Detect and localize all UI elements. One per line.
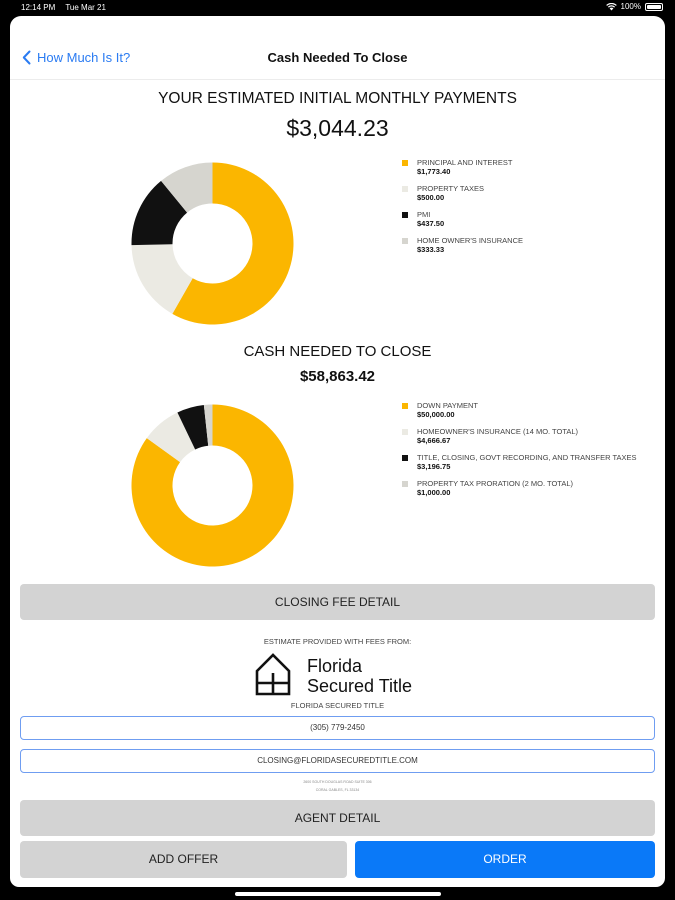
cash-legend-swatch <box>402 455 408 461</box>
home-indicator <box>235 892 441 896</box>
cash-to-close-total: $58,863.42 <box>299 368 376 385</box>
navigation-bar: How Much Is It? Cash Needed To Close <box>10 16 665 80</box>
monthly-slice-property-taxes <box>131 244 193 314</box>
chevron-left-icon <box>22 50 31 65</box>
cash-legend-item: DOWN PAYMENT $50,000.00 <box>402 401 652 419</box>
cash-to-close-donut-chart <box>131 404 294 567</box>
battery-percent: 100% <box>620 2 641 11</box>
monthly-legend-swatch <box>402 160 408 166</box>
cash-legend-value: $4,666.67 <box>417 436 451 445</box>
provider-address-line-1: 2600 SOUTH DOUGLAS ROAD SUITE 306 <box>303 780 372 784</box>
cash-legend-label: DOWN PAYMENT <box>417 401 478 410</box>
monthly-legend-label: PRINCIPAL AND INTEREST <box>417 158 513 167</box>
monthly-payments-donut-chart <box>131 162 294 325</box>
provider-intro: ESTIMATE PROVIDED WITH FEES FROM: <box>263 637 412 646</box>
monthly-slice-home-owner-s-insurance <box>161 162 213 213</box>
monthly-legend-swatch <box>402 238 408 244</box>
closing-fee-detail-button[interactable]: CLOSING FEE DETAIL <box>20 584 655 620</box>
monthly-legend-label: PMI <box>417 210 431 219</box>
cash-to-close-heading: CASH NEEDED TO CLOSE <box>243 343 432 360</box>
monthly-slice-principal-and-interest <box>172 162 294 325</box>
monthly-legend-item: PROPERTY TAXES $500.00 <box>402 184 652 202</box>
status-date: Tue Mar 21 <box>65 3 106 12</box>
status-time: 12:14 PM <box>21 3 56 12</box>
cash-slice-homeowner-s-insurance-14-mo-total <box>146 412 196 463</box>
monthly-legend-value: $333.33 <box>417 245 445 254</box>
monthly-legend-label: HOME OWNER'S INSURANCE <box>417 236 524 245</box>
add-offer-button[interactable]: ADD OFFER <box>20 841 347 878</box>
monthly-slice-pmi <box>131 180 188 246</box>
cash-legend-item: TITLE, CLOSING, GOVT RECORDING, AND TRAN… <box>402 453 652 471</box>
order-button[interactable]: ORDER <box>355 841 655 878</box>
page-title: Cash Needed To Close <box>267 50 408 65</box>
cash-legend-swatch <box>402 403 408 409</box>
monthly-legend-value: $500.00 <box>417 193 445 202</box>
monthly-legend-label: PROPERTY TAXES <box>417 184 484 193</box>
monthly-legend-swatch <box>402 186 408 192</box>
cash-legend-swatch <box>402 481 408 487</box>
monthly-legend-swatch <box>402 212 408 218</box>
cash-legend-item: PROPERTY TAX PRORATION (2 MO. TOTAL) $1,0… <box>402 479 652 497</box>
cash-legend-label: HOMEOWNER'S INSURANCE (14 MO. TOTAL) <box>417 427 579 436</box>
provider-logo: Florida Secured Title <box>255 653 425 697</box>
cash-slice-down-payment <box>131 404 294 567</box>
cash-slice-property-tax-proration-2-mo-total <box>203 404 213 446</box>
agent-detail-button[interactable]: AGENT DETAIL <box>20 800 655 836</box>
cash-needed-sheet: How Much Is It? Cash Needed To Close YOU… <box>10 16 665 887</box>
cash-legend-value: $3,196.75 <box>417 462 451 471</box>
back-button[interactable]: How Much Is It? <box>22 50 130 65</box>
provider-name: FLORIDA SECURED TITLE <box>290 701 385 710</box>
status-bar: 12:14 PM Tue Mar 21 100% <box>0 0 675 16</box>
provider-phone-button[interactable]: (305) 779-2450 <box>20 716 655 740</box>
battery-icon <box>645 2 663 11</box>
monthly-legend-value: $437.50 <box>417 219 445 228</box>
monthly-payments-legend: PRINCIPAL AND INTEREST $1,773.40 PROPERTY … <box>402 158 652 262</box>
monthly-legend-item: HOME OWNER'S INSURANCE $333.33 <box>402 236 652 254</box>
monthly-legend-item: PRINCIPAL AND INTEREST $1,773.40 <box>402 158 652 176</box>
monthly-payments-total: $3,044.23 <box>286 115 389 141</box>
back-button-label: How Much Is It? <box>37 50 131 65</box>
cash-legend-swatch <box>402 429 408 435</box>
monthly-legend-value: $1,773.40 <box>417 167 451 176</box>
house-logo-icon <box>255 653 291 696</box>
logo-text-florida: Florida <box>307 656 363 676</box>
cash-to-close-legend: DOWN PAYMENT $50,000.00 HOMEOWNER'S INSURA… <box>402 401 652 505</box>
monthly-payments-heading: YOUR ESTIMATED INITIAL MONTHLY PAYMENTS <box>158 90 517 107</box>
provider-email-button[interactable]: CLOSING@FLORIDASECUREDTITLE.COM <box>20 749 655 773</box>
cash-legend-value: $1,000.00 <box>417 488 451 497</box>
provider-address-line-2: CORAL GABLES, FL 33134 <box>315 788 360 792</box>
logo-text-secured-title: Secured Title <box>307 676 413 696</box>
wifi-icon <box>605 2 617 10</box>
cash-legend-item: HOMEOWNER'S INSURANCE (14 MO. TOTAL) $4,6… <box>402 427 652 445</box>
cash-slice-title-closing-govt-recording-and-transfer-taxes <box>177 404 209 450</box>
monthly-legend-item: PMI $437.50 <box>402 210 652 228</box>
cash-legend-label: TITLE, CLOSING, GOVT RECORDING, AND TRAN… <box>417 453 637 462</box>
cash-legend-label: PROPERTY TAX PRORATION (2 MO. TOTAL) <box>417 479 574 488</box>
cash-legend-value: $50,000.00 <box>417 410 455 419</box>
